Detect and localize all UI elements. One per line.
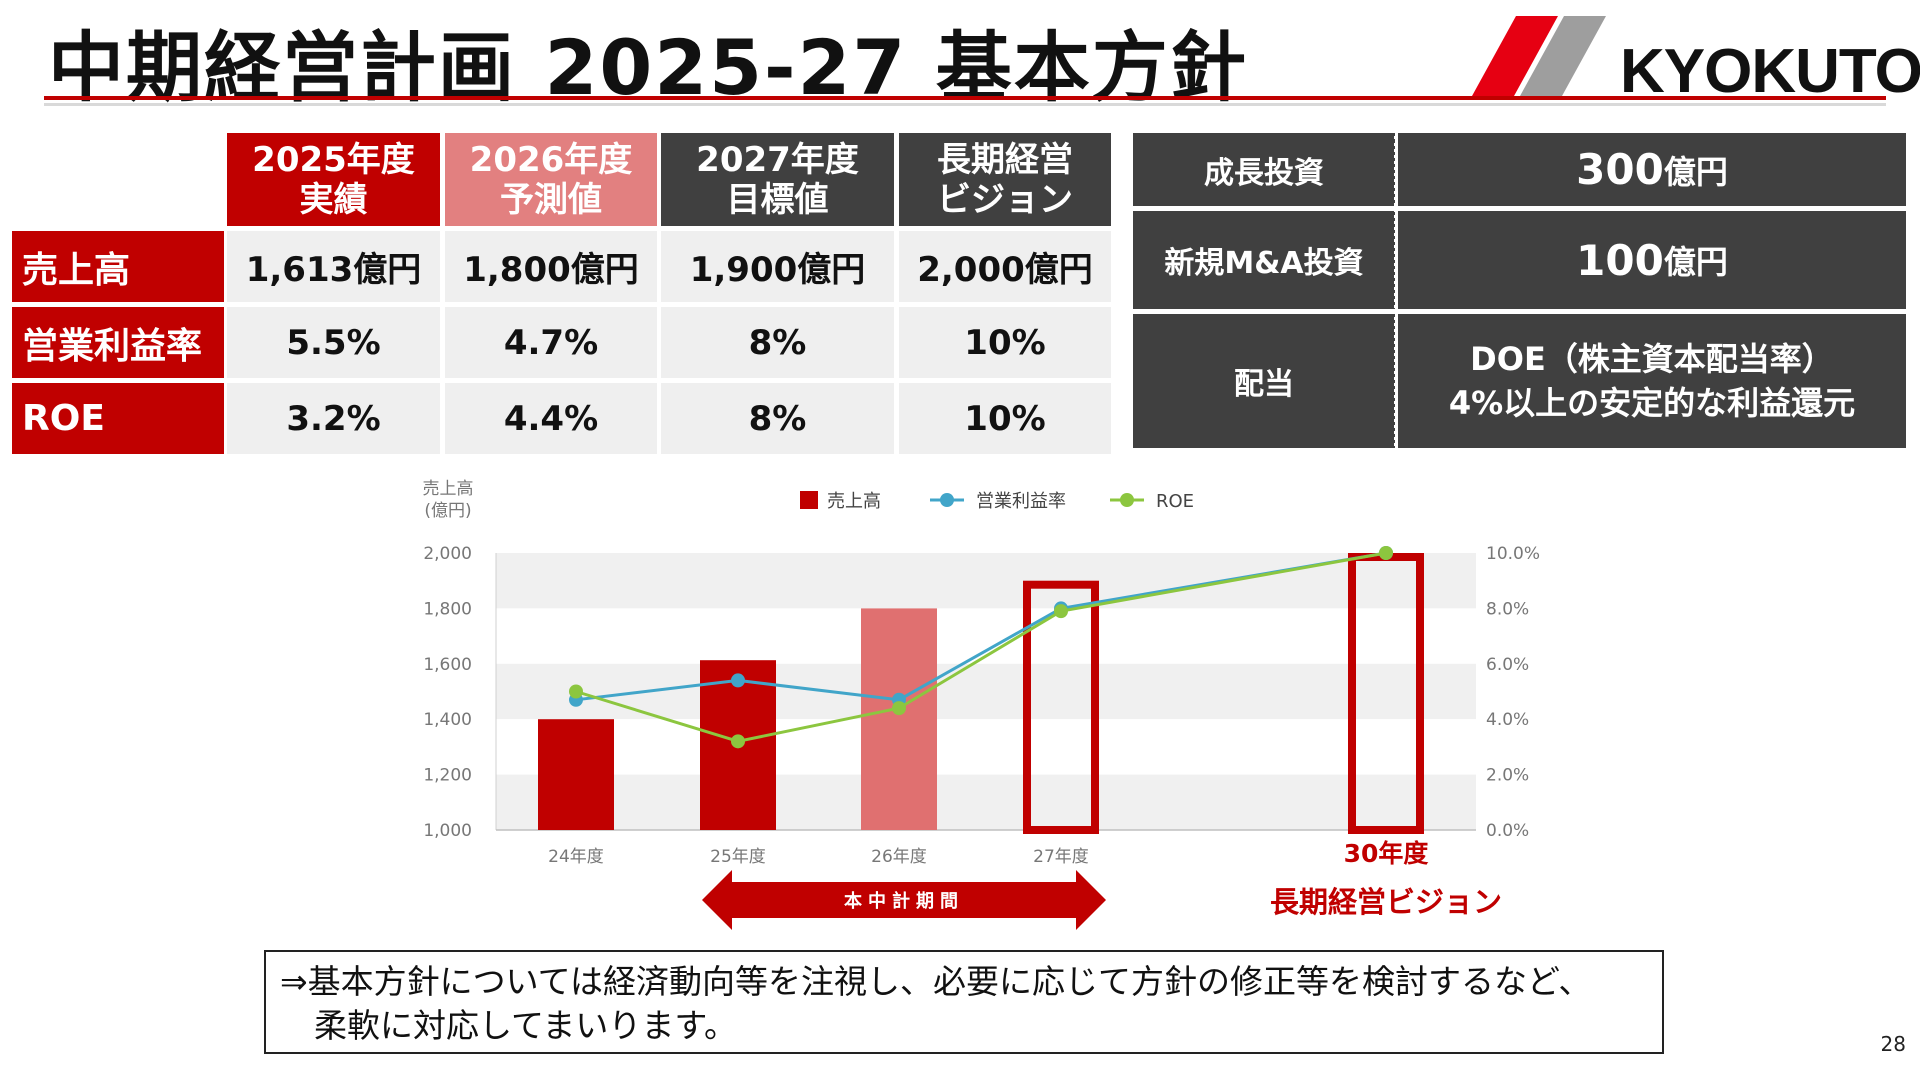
point-roe — [1379, 546, 1393, 560]
policy-label-growth-investment: 成長投資 — [1133, 133, 1395, 206]
policy-label-ma-investment: 新規M&A投資 — [1133, 211, 1395, 309]
point-roe — [569, 684, 583, 699]
y2-tick-label: 6.0% — [1486, 655, 1529, 675]
y-tick-label: 1,200 — [423, 766, 472, 786]
legend-label-roe: ROE — [1156, 491, 1194, 512]
x-tick-label: 25年度 — [710, 847, 766, 867]
cell-margin-2025: 5.5% — [227, 307, 440, 378]
grid-band — [496, 719, 1476, 775]
y-tick-label: 1,800 — [423, 599, 472, 619]
y2-tick-label: 8.0% — [1486, 599, 1529, 619]
policy-value-dividend: DOE（株主資本配当率） 4%以上の安定的な利益還元 — [1398, 314, 1906, 448]
cell-sales-vision: 2,000億円 — [899, 231, 1111, 302]
y2-tick-label: 2.0% — [1486, 766, 1529, 786]
point-roe — [1054, 604, 1068, 619]
note-line-1: ⇒基本方針については経済動向等を注視し、必要に応じて方針の修正等を検討するなど、 — [280, 962, 1592, 1001]
row-label-operating-margin: 営業利益率 — [12, 307, 224, 378]
vision-label: 長期経営ビジョン — [1270, 885, 1502, 919]
x-tick-label: 27年度 — [1033, 847, 1089, 867]
cell-roe-2027: 8% — [661, 383, 894, 454]
y2-tick-label: 4.0% — [1486, 710, 1529, 730]
column-header-2026: 2026年度 予測値 — [445, 133, 657, 226]
bar-sales-target — [1023, 580, 1099, 834]
x-tick-label: 24年度 — [548, 847, 604, 867]
row-label-sales: 売上高 — [12, 231, 224, 302]
performance-chart: 1,000 1,200 1,400 1,600 1,800 2,000 0.0% 2.0% 4.… — [423, 479, 1540, 930]
policy-divider — [1394, 136, 1397, 446]
column-header-2025: 2025年度 実績 — [227, 133, 440, 226]
policy-value-ma-investment: 100 億円 — [1398, 211, 1906, 309]
y-tick-label: 1,000 — [423, 821, 472, 841]
period-label: 本中計期間 — [844, 890, 964, 912]
y-tick-label: 1,400 — [423, 710, 472, 730]
grid-band — [496, 663, 1476, 720]
point-roe — [892, 701, 906, 716]
policy-note: ⇒基本方針については経済動向等を注視し、必要に応じて方針の修正等を検討するなど、… — [264, 950, 1664, 1054]
title-underline — [44, 96, 1886, 100]
cell-roe-vision: 10% — [899, 383, 1111, 454]
legend-marker-roe — [1120, 493, 1134, 507]
y2-tick-label: 10.0% — [1486, 544, 1540, 564]
cell-sales-2027: 1,900億円 — [661, 231, 894, 302]
column-header-2027: 2027年度 目標値 — [661, 133, 894, 226]
note-line-2: 柔軟に対応してまいります。 — [314, 1006, 738, 1045]
legend-label-operating-margin: 営業利益率 — [976, 491, 1066, 512]
cell-margin-2026: 4.7% — [445, 307, 657, 378]
page-number: 28 — [1880, 1032, 1906, 1056]
column-header-long-term-vision: 長期経営 ビジョン — [899, 133, 1111, 226]
title-underline-shadow — [44, 103, 1886, 106]
legend-label-sales: 売上高 — [827, 491, 881, 512]
bar-sales — [538, 719, 614, 830]
cell-margin-vision: 10% — [899, 307, 1111, 378]
y-axis-unit: (億円) — [424, 501, 471, 521]
y-tick-label: 1,600 — [423, 655, 472, 675]
grid-band — [496, 553, 1476, 609]
point-operating-margin — [731, 673, 745, 688]
cell-sales-2026: 1,800億円 — [445, 231, 657, 302]
cell-roe-2025: 3.2% — [227, 383, 440, 454]
x-tick-label: 26年度 — [871, 847, 927, 867]
kyokuto-logo: KYOKUTO — [1472, 10, 1920, 106]
cell-sales-2025: 1,613億円 — [227, 231, 440, 302]
y-tick-label: 2,000 — [423, 544, 472, 564]
period-arrow — [702, 870, 1106, 930]
point-roe — [731, 734, 745, 749]
logo-wordmark: KYOKUTO — [1620, 37, 1920, 106]
policy-value-growth-investment: 300 億円 — [1398, 133, 1906, 206]
row-label-roe: ROE — [12, 383, 224, 454]
bar-sales-forecast — [861, 608, 937, 830]
x-tick-label-vision: 30年度 — [1344, 839, 1429, 868]
legend-swatch-sales — [800, 491, 818, 509]
cell-roe-2026: 4.4% — [445, 383, 657, 454]
y-axis-label: 売上高 — [423, 479, 474, 499]
cell-margin-2027: 8% — [661, 307, 894, 378]
y2-tick-label: 0.0% — [1486, 821, 1529, 841]
grid-band — [496, 774, 1476, 830]
legend-marker-operating-margin — [940, 493, 954, 507]
policy-label-dividend: 配当 — [1133, 314, 1395, 448]
